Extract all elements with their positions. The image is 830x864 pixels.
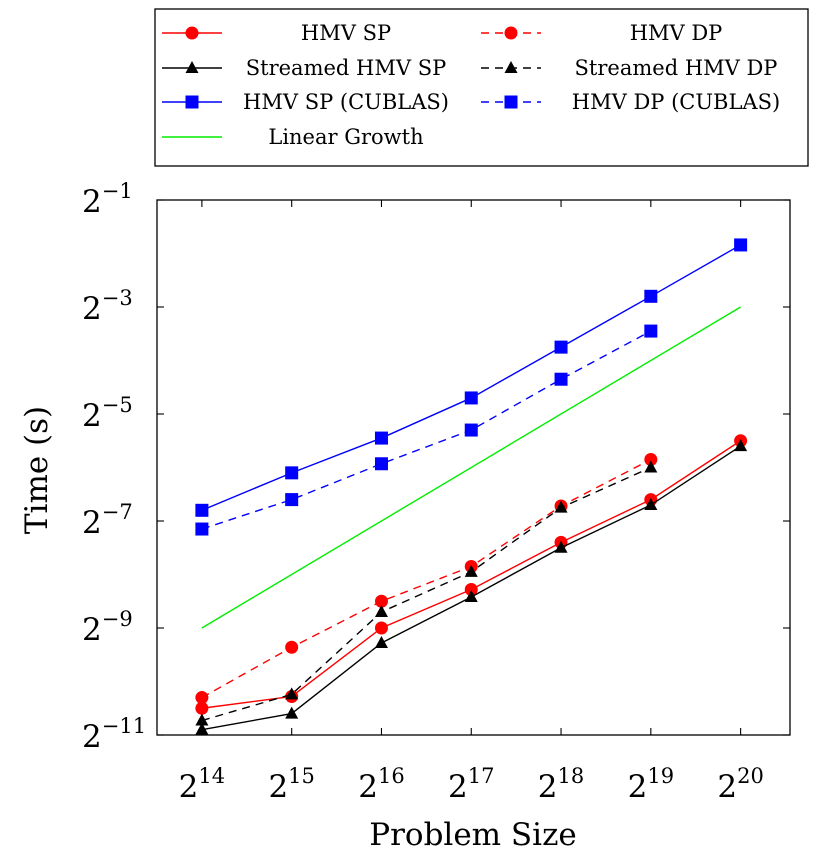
legend-entry: HMV DP (CUBLAS) [481,90,780,114]
series-streamed-hmv-dp [195,460,658,726]
legend-entry: HMV SP [162,21,391,45]
x-tick-label: 219 [628,764,674,805]
series-line [201,466,652,722]
data-point [374,635,388,648]
legend-label: Linear Growth [268,125,423,149]
x-tick-label: 214 [179,764,225,805]
x-tick-label: 220 [717,764,763,805]
y-tick-label: 2−7 [82,500,133,541]
series-line [201,306,741,629]
data-point [644,460,658,473]
data-point [195,691,209,705]
data-point [644,497,658,510]
legend-label: HMV DP (CUBLAS) [572,90,780,114]
legend-label: HMV DP [630,21,723,45]
data-point [195,701,209,715]
legend-label: HMV SP (CUBLAS) [243,90,449,114]
data-point [374,431,388,445]
legend-marker [185,61,199,73]
data-point [374,594,388,608]
x-tick-label: 217 [448,764,494,805]
data-point [554,340,568,354]
data-point [644,452,658,466]
series-line [201,458,652,699]
data-point [195,722,209,735]
data-point [644,289,658,303]
data-point [374,604,388,617]
data-point [554,372,568,386]
legend-entry: Streamed HMV DP [481,56,777,80]
legend-entry: Linear Growth [162,125,424,149]
series-line [201,244,741,511]
data-point [554,540,568,553]
data-point [464,391,478,405]
legend-entry: HMV SP (CUBLAS) [162,90,449,114]
series-streamed-hmv-sp [195,439,748,735]
data-point [285,640,299,654]
data-point [195,503,209,517]
data-point [374,621,388,635]
data-point [285,466,299,480]
data-point [734,238,748,252]
data-point [554,500,568,513]
legend-marker [504,61,518,73]
y-axis-label: Time (s) [19,406,55,534]
y-tick-label: 2−5 [82,393,133,434]
series-linear-growth [201,306,741,629]
data-point [464,582,478,596]
x-tick-label: 216 [358,764,404,805]
legend-entry: Streamed HMV SP [162,56,446,80]
data-point [195,713,209,726]
data-point [464,564,478,577]
legend-label: Streamed HMV DP [575,56,778,80]
data-point [285,706,299,719]
data-point [374,457,388,471]
series-line [201,330,652,530]
data-point [464,423,478,437]
series-hmv-dp [195,452,658,705]
data-point [734,439,748,452]
legend-label: Streamed HMV SP [246,56,446,80]
y-tick-label: 2−1 [82,179,133,220]
legend-label: HMV SP [301,21,391,45]
legend-marker [185,26,199,40]
x-tick-label: 215 [268,764,314,805]
legend-marker [504,26,518,40]
y-tick-label: 2−3 [82,286,133,327]
legend-box [154,8,809,167]
x-tick-label: 218 [538,764,584,805]
data-point [285,687,299,700]
y-tick-label: 2−11 [82,714,146,755]
x-axis-label: Problem Size [369,817,577,853]
data-point [464,589,478,602]
series-hmv-sp-cublas [195,238,748,517]
y-tick-label: 2−9 [82,607,133,648]
legend-marker [185,95,199,109]
series-layer [195,238,748,735]
legend-marker [504,95,518,109]
axis-ticks: 214 215 216 217 218 219 220 2−1 2−3 2−5 2−7 2−9 2−11 [82,179,790,805]
data-point [644,324,658,338]
data-point [285,493,299,507]
plot-frame [156,199,791,736]
data-point [195,522,209,536]
legend: HMV SP HMV DP Streamed HMV SP Streamed HMV … [154,8,809,167]
series-hmv-dp-cublas [195,324,658,536]
legend-entry: HMV DP [481,21,722,45]
